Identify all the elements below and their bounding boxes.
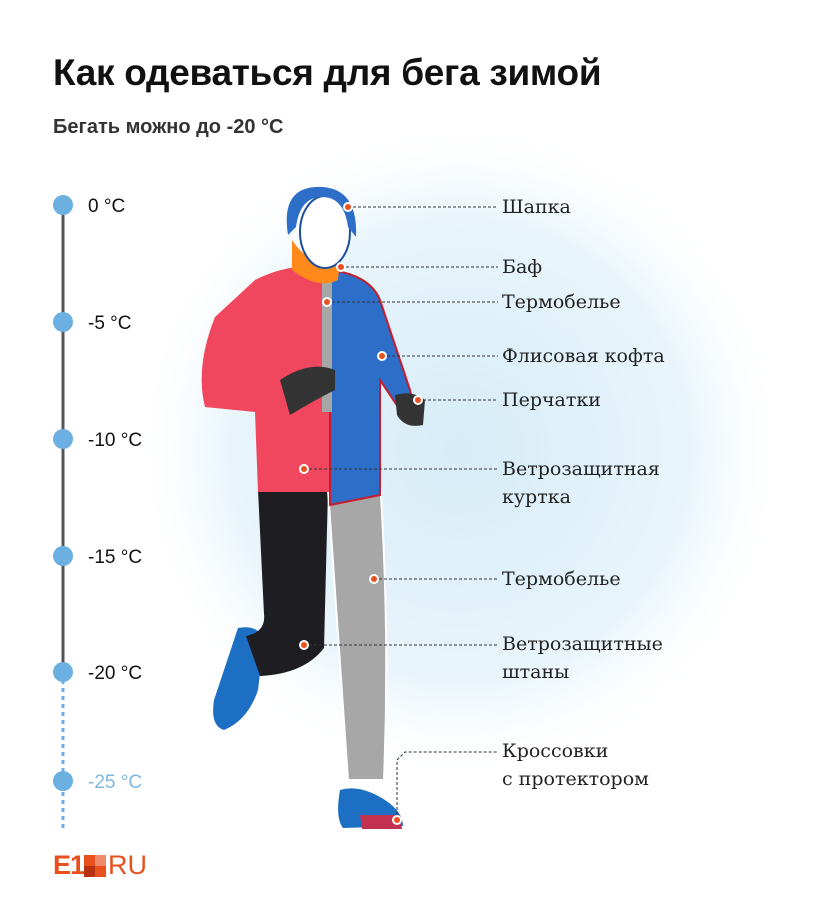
label-buff: Баф (502, 256, 543, 278)
left-shoe (213, 627, 264, 730)
pointer-dot (413, 395, 423, 405)
pointer-dots (299, 202, 423, 825)
scale-label-cold: -25 °C (88, 772, 143, 793)
pointer-dot (299, 640, 309, 650)
pointer-dot (343, 202, 353, 212)
pointer-dot (369, 574, 379, 584)
scale-dot (53, 771, 73, 791)
scale-dot (53, 312, 73, 332)
page-title: Как одеваться для бега зимой (53, 52, 602, 93)
scale-label: -5 °C (88, 313, 132, 334)
left-glove (280, 366, 335, 415)
scale-label: -10 °C (88, 430, 143, 451)
scale-dot (53, 195, 73, 215)
grey-thermal (326, 478, 388, 781)
hat (286, 186, 357, 237)
pointer-dot (322, 297, 332, 307)
scale-label: 0 °C (88, 196, 126, 217)
e1-logo: E1 RU (53, 850, 148, 880)
scale-dots (53, 195, 73, 791)
subtitle: Бегать можно до -20 °C (53, 116, 284, 138)
label-sneakers: Кроссовки с протектором (502, 740, 649, 790)
sole-red (360, 815, 402, 829)
pointer-dot (377, 351, 387, 361)
label-hat: Шапка (502, 196, 571, 218)
label-gloves: Перчатки (502, 389, 601, 411)
label-fleece: Флисовая кофта (502, 345, 665, 367)
leader-lines (304, 206, 498, 820)
scale-label: -20 °C (88, 663, 143, 684)
label-thermal-top: Термобелье (502, 291, 621, 313)
scale-dot (53, 546, 73, 566)
black-pants (246, 490, 328, 676)
scale-label: -15 °C (88, 547, 143, 568)
pointer-dot (299, 464, 309, 474)
label-wind-pants: Ветрозащитные штаны (502, 633, 663, 683)
pointer-dot (392, 815, 402, 825)
label-thermal-bottom: Термобелье (502, 568, 621, 590)
logo-squares-icon (84, 854, 107, 877)
scale-dot (53, 662, 73, 682)
label-windbreaker: Ветрозащитная куртка (502, 458, 660, 508)
red-jacket (201, 266, 330, 492)
pointer-dot (336, 262, 346, 272)
runner-figure (201, 186, 425, 829)
scale-dot (53, 429, 73, 449)
